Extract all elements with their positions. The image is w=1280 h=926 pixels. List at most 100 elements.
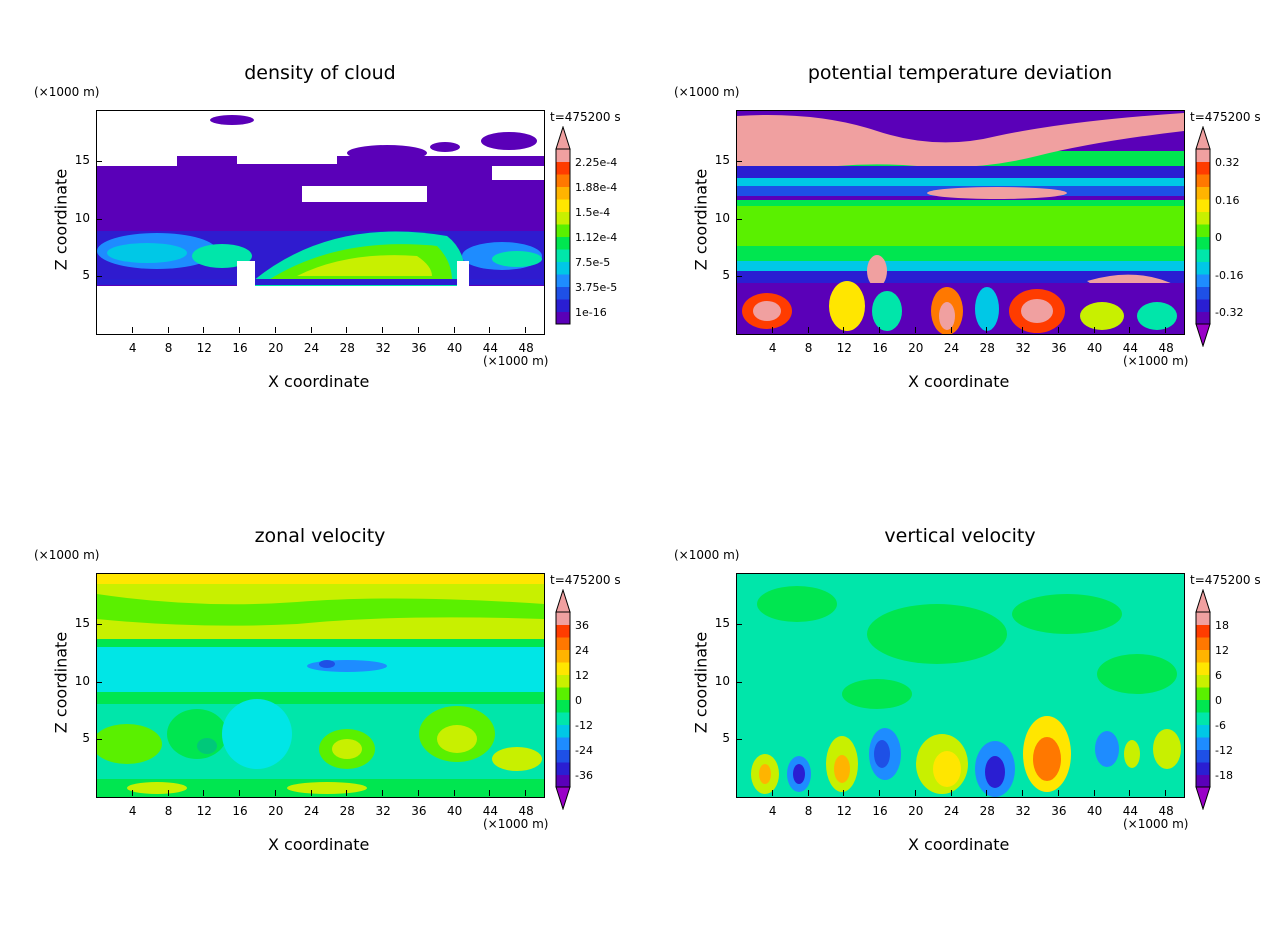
x-tick-label: 48 <box>518 804 534 818</box>
x-tick-mark <box>950 790 952 796</box>
y-axis-label: Z coordinate <box>691 631 711 734</box>
cloud-gap <box>302 186 427 202</box>
x-tick-label: 36 <box>411 341 427 355</box>
y-unit-label: (×1000 m) <box>34 85 100 99</box>
y-axis-label: Z coordinate <box>51 631 71 734</box>
x-axis-label: X coordinate <box>908 835 1010 854</box>
colorbar-segment <box>1196 211 1210 225</box>
colorbar-label: 0.32 <box>1215 156 1240 169</box>
colorbar-segment <box>1196 261 1210 275</box>
y-axis-label: Z coordinate <box>51 168 71 271</box>
x-tick-mark <box>203 327 205 333</box>
colorbar-label: -12 <box>575 719 593 732</box>
y-axis-label: Z coordinate <box>691 168 711 271</box>
x-tick-label: 44 <box>1122 341 1138 355</box>
x-tick-mark <box>807 327 809 333</box>
colorbar-segment <box>1196 174 1210 187</box>
colorbar-segment <box>556 174 570 187</box>
x-tick-label: 4 <box>768 341 777 355</box>
y-tick-mark <box>736 624 742 626</box>
x-tick-mark <box>489 790 491 796</box>
colorbar-label: 1e-16 <box>575 306 607 319</box>
x-tick-mark <box>843 327 845 333</box>
y-tick-label: 5 <box>82 267 90 282</box>
colorbar-max-arrow <box>1195 125 1211 150</box>
x-tick-mark <box>382 327 384 333</box>
colorbar-segment <box>1196 724 1210 738</box>
x-tick-mark <box>843 790 845 796</box>
colorbar-segment <box>556 662 570 675</box>
x-tick-mark <box>807 790 809 796</box>
x-tick-mark <box>1165 790 1167 796</box>
heatmap-zonal-velocity <box>97 574 544 797</box>
x-tick-label: 32 <box>1015 341 1031 355</box>
x-tick-label: 20 <box>908 341 924 355</box>
colorbar-segment <box>1196 749 1210 763</box>
x-tick-mark <box>1093 790 1095 796</box>
colorbar-segment <box>1196 249 1210 262</box>
x-tick-mark <box>986 790 988 796</box>
x-tick-label: 24 <box>943 341 960 355</box>
colorbar-label: 7.5e-5 <box>575 256 611 269</box>
x-tick-label: 36 <box>1051 341 1067 355</box>
y-unit-label: (×1000 m) <box>674 85 740 99</box>
x-tick-label: 48 <box>1158 341 1174 355</box>
colorbar-max-arrow <box>555 125 571 150</box>
y-tick-label: 5 <box>722 730 730 745</box>
colorbar-segment <box>556 199 570 212</box>
x-tick-mark <box>525 327 527 333</box>
x-tick-mark <box>489 327 491 333</box>
time-label: t=475200 s <box>1190 110 1261 124</box>
y-tick-label: 10 <box>714 673 730 688</box>
y-tick-label: 15 <box>74 153 90 168</box>
x-tick-label: 36 <box>1051 804 1067 818</box>
x-tick-mark <box>131 327 133 333</box>
x-tick-mark <box>986 327 988 333</box>
colorbar-label: -12 <box>1215 744 1233 757</box>
x-tick-label: 24 <box>303 804 320 818</box>
colorbar-segment <box>556 749 570 763</box>
colorbar: 36 24 12 0 -12 -24 -36 <box>555 588 593 814</box>
x-tick-mark <box>167 327 169 333</box>
colorbar-segment <box>1196 637 1210 650</box>
colorbar-segment <box>556 774 570 788</box>
plot-area <box>736 573 1185 798</box>
x-tick-label: 8 <box>804 341 813 355</box>
y-tick-label: 15 <box>714 153 730 168</box>
heatmap-potential-temperature <box>737 111 1184 334</box>
time-label: t=475200 s <box>550 110 621 124</box>
x-tick-mark <box>453 790 455 796</box>
time-label: t=475200 s <box>550 573 621 587</box>
x-tick-mark <box>950 327 952 333</box>
x-tick-mark <box>1022 790 1024 796</box>
colorbar-graphic <box>555 125 571 325</box>
x-tick-label: 20 <box>908 804 924 818</box>
colorbar-segment <box>556 161 570 175</box>
x-tick-mark <box>1129 790 1131 796</box>
heatmap-vertical-velocity <box>737 574 1184 797</box>
y-tick-mark <box>96 738 102 740</box>
x-tick-mark <box>131 790 133 796</box>
colorbar-segment <box>1196 662 1210 675</box>
y-tick-label: 10 <box>714 210 730 225</box>
colorbar-segment <box>556 612 570 625</box>
x-tick-label: 32 <box>1015 804 1031 818</box>
colorbar-label: 0 <box>575 694 582 707</box>
x-tick-mark <box>310 790 312 796</box>
colorbar-min-arrow <box>1195 323 1211 348</box>
x-tick-label: 36 <box>411 804 427 818</box>
x-tick-label: 44 <box>482 804 498 818</box>
y-tick-mark <box>736 218 742 220</box>
x-tick-mark <box>346 327 348 333</box>
colorbar-segment <box>1196 199 1210 212</box>
plot-area <box>736 110 1185 335</box>
x-tick-mark <box>274 327 276 333</box>
colorbar: 2.25e-4 1.88e-4 1.5e-4 1.12e-4 7.5e-5 3.75e-5… <box>555 125 617 351</box>
colorbar-segment <box>1196 774 1210 788</box>
x-tick-label: 48 <box>518 341 534 355</box>
y-tick-label: 5 <box>82 730 90 745</box>
y-unit-label: (×1000 m) <box>674 548 740 562</box>
colorbar-segment <box>1196 699 1210 713</box>
x-tick-label: 28 <box>339 341 355 355</box>
x-tick-label: 24 <box>303 341 320 355</box>
